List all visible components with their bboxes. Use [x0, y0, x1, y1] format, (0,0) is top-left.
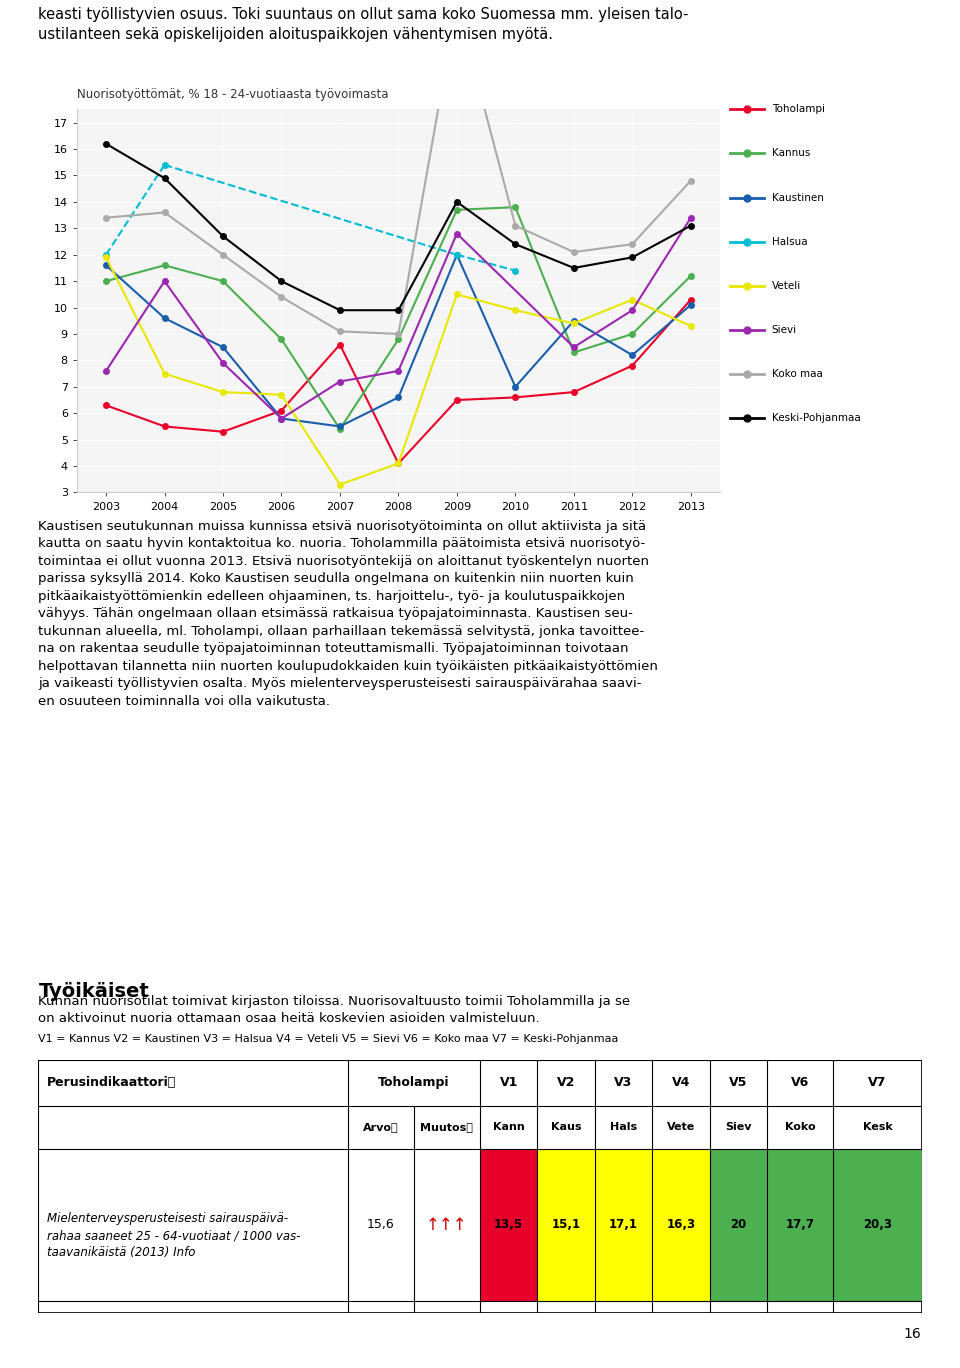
Text: Työikäiset: Työikäiset [38, 982, 149, 1001]
Text: V6: V6 [791, 1077, 809, 1089]
Text: V1 = Kannus V2 = Kaustinen V3 = Halsua V4 = Veteli V5 = Sievi V6 = Koko maa V7 =: V1 = Kannus V2 = Kaustinen V3 = Halsua V… [38, 1034, 619, 1044]
Text: Kaus: Kaus [551, 1122, 582, 1133]
Text: Vete: Vete [667, 1122, 695, 1133]
Text: Perusindikaattoriⓘ: Perusindikaattoriⓘ [47, 1077, 177, 1089]
Text: 15,6: 15,6 [367, 1218, 395, 1231]
Text: 17,1: 17,1 [609, 1218, 638, 1231]
Text: V5: V5 [730, 1077, 748, 1089]
Text: 20,3: 20,3 [863, 1218, 892, 1231]
Text: 16: 16 [904, 1327, 922, 1341]
Text: V3: V3 [614, 1077, 633, 1089]
Bar [595, 1149, 652, 1301]
Text: Kesk: Kesk [863, 1122, 892, 1133]
Text: Kaustinen: Kaustinen [772, 193, 824, 202]
Text: ↑↑↑: ↑↑↑ [426, 1216, 468, 1234]
Text: Kannus: Kannus [772, 149, 810, 159]
Text: Toholampi: Toholampi [772, 104, 825, 115]
Bar [652, 1149, 709, 1301]
Text: V1: V1 [499, 1077, 517, 1089]
Bar [480, 1149, 538, 1301]
Text: V2: V2 [557, 1077, 575, 1089]
Text: Toholampi: Toholampi [378, 1077, 449, 1089]
Text: 16,3: 16,3 [666, 1218, 695, 1231]
Text: Muutosⓘ: Muutosⓘ [420, 1122, 473, 1133]
Text: V7: V7 [868, 1077, 887, 1089]
Text: Veteli: Veteli [772, 280, 801, 290]
Bar [538, 1149, 595, 1301]
Text: Kaustisen seutukunnan muissa kunnissa etsivä nuorisotyötoiminta on ollut aktiivi: Kaustisen seutukunnan muissa kunnissa et… [38, 520, 659, 707]
Text: Koko maa: Koko maa [772, 369, 823, 379]
Bar [709, 1149, 767, 1301]
Text: 15,1: 15,1 [552, 1218, 581, 1231]
Text: 13,5: 13,5 [494, 1218, 523, 1231]
Text: Nuorisotyöttömät, % 18 - 24-vuotiaasta työvoimasta: Nuorisotyöttömät, % 18 - 24-vuotiaasta t… [77, 89, 388, 101]
Text: Hals: Hals [610, 1122, 637, 1133]
Text: 20: 20 [731, 1218, 747, 1231]
Text: Kann: Kann [492, 1122, 524, 1133]
Text: 17,7: 17,7 [785, 1218, 815, 1231]
Text: Kunnan nuorisotilat toimivat kirjaston tiloissa. Nuorisovaltuusto toimii Toholam: Kunnan nuorisotilat toimivat kirjaston t… [38, 995, 631, 1025]
Bar [833, 1149, 922, 1301]
Text: Mielenterveysperusteisesti sairauspäivä-
rahaa saaneet 25 - 64-vuotiaat / 1000 v: Mielenterveysperusteisesti sairauspäivä-… [47, 1212, 300, 1259]
Text: Arvoⓘ: Arvoⓘ [363, 1122, 398, 1133]
Text: Keski-Pohjanmaa: Keski-Pohjanmaa [772, 413, 860, 423]
Text: V4: V4 [672, 1077, 690, 1089]
Text: Koko: Koko [785, 1122, 815, 1133]
Text: Siev: Siev [725, 1122, 752, 1133]
Text: Halsua: Halsua [772, 237, 807, 246]
Text: keasti työllistyvien osuus. Toki suuntaus on ollut sama koko Suomessa mm. yleise: keasti työllistyvien osuus. Toki suuntau… [38, 7, 688, 41]
Text: Sievi: Sievi [772, 324, 797, 335]
Bar [767, 1149, 833, 1301]
